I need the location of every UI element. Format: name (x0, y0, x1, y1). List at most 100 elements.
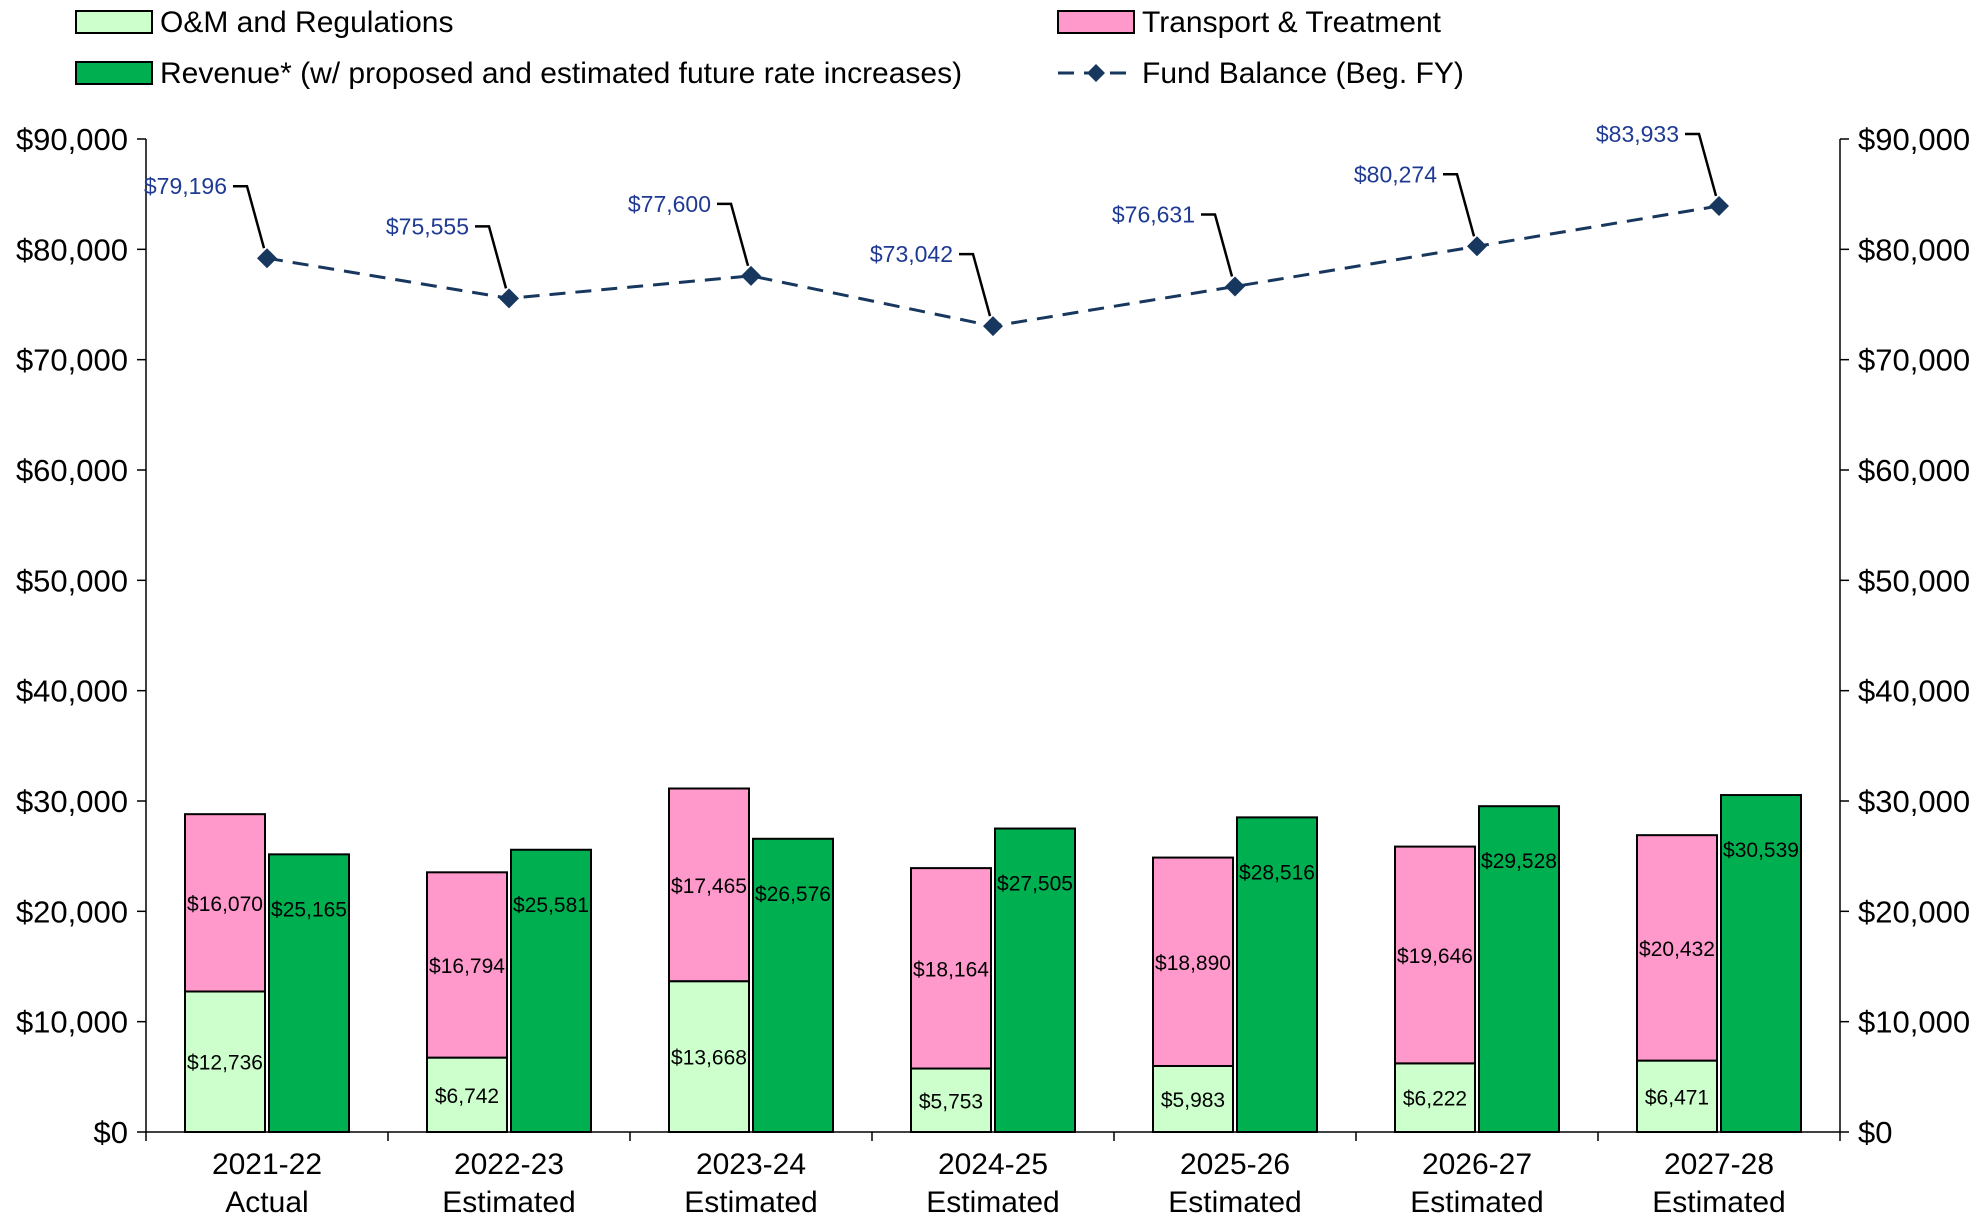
y-tick-label-left: $20,000 (16, 894, 128, 929)
transport-treatment-bar (668, 787, 750, 983)
fund-balance-leader-line (475, 225, 508, 289)
fund-balance-value-label: $83,933 (1596, 121, 1679, 147)
x-category-label: 2023-24 (696, 1148, 806, 1181)
legend-transport-treatment-swatch (1057, 10, 1135, 34)
transport-treatment-bar (1152, 856, 1234, 1067)
transport-treatment-value-label: $16,794 (429, 955, 505, 978)
legend-fund-balance-label: Fund Balance (Beg. FY) (1142, 57, 1464, 90)
fund-balance-leader-line (959, 252, 992, 317)
om-regulations-value-label: $6,222 (1403, 1088, 1467, 1111)
transport-treatment-value-label: $18,164 (913, 958, 989, 981)
om-regulations-bar (1152, 1064, 1234, 1133)
y-tick-label-right: $70,000 (1858, 343, 1970, 378)
legend-om-regulations-label: O&M and Regulations (160, 6, 454, 39)
x-category-label: 2021-22 (212, 1148, 322, 1181)
revenue-bar (510, 848, 592, 1133)
transport-treatment-bar (910, 867, 992, 1070)
x-category-label: Estimated (442, 1186, 575, 1217)
y-tick-label-right: $60,000 (1858, 453, 1970, 488)
y-tick-label-left: $40,000 (16, 674, 128, 709)
x-category-label: Estimated (1168, 1186, 1301, 1217)
x-category-label: Estimated (1410, 1186, 1543, 1217)
y-tick-label-left: $60,000 (16, 453, 128, 488)
fund-balance-marker (741, 265, 761, 286)
fund-balance-leader-line (233, 184, 266, 249)
om-regulations-value-label: $5,983 (1161, 1089, 1225, 1112)
x-category-label: Estimated (684, 1186, 817, 1217)
revenue-value-label: $29,528 (1481, 850, 1557, 873)
om-regulations-value-label: $13,668 (671, 1047, 747, 1070)
x-category-label: Estimated (926, 1186, 1059, 1217)
transport-treatment-value-label: $16,070 (187, 893, 263, 916)
x-category-label: 2027-28 (1664, 1148, 1774, 1181)
fund-balance-marker (1467, 236, 1487, 257)
legend-fund-balance-marker (1087, 64, 1105, 82)
x-category-label: 2022-23 (454, 1148, 564, 1181)
revenue-value-label: $30,539 (1723, 839, 1799, 862)
legend-transport-treatment-label: Transport & Treatment (1142, 6, 1442, 39)
x-category-label: Actual (225, 1186, 308, 1217)
y-tick-label-left: $50,000 (16, 563, 128, 598)
legend-om-regulations-swatch (75, 10, 153, 34)
fund-balance-line (266, 204, 1720, 328)
revenue-value-label: $27,505 (997, 873, 1073, 896)
y-tick-label-left: $70,000 (16, 343, 128, 378)
om-regulations-bar (910, 1067, 992, 1134)
fund-balance-marker (1709, 195, 1729, 216)
transport-treatment-value-label: $19,646 (1397, 945, 1473, 968)
legend-revenue-label: Revenue* (w/ proposed and estimated futu… (160, 57, 962, 90)
transport-treatment-bar (184, 813, 266, 993)
y-tick-label-left: $90,000 (16, 122, 128, 157)
fund-balance-value-label: $77,600 (628, 191, 711, 217)
revenue-bar (1720, 794, 1802, 1133)
fund-balance-marker (257, 248, 277, 269)
revenue-bar (268, 853, 350, 1134)
transport-treatment-bar (1394, 845, 1476, 1065)
revenue-bar (994, 827, 1076, 1133)
x-category-label: 2024-25 (938, 1148, 1048, 1181)
fund-balance-marker (499, 288, 519, 309)
revenue-value-label: $25,165 (271, 898, 347, 921)
transport-treatment-value-label: $18,890 (1155, 952, 1231, 975)
revenue-value-label: $25,581 (513, 894, 589, 917)
om-regulations-value-label: $6,471 (1645, 1086, 1709, 1109)
fund-balance-leader-line (1201, 213, 1234, 277)
fund-balance-leader-line (717, 202, 750, 267)
om-regulations-bar (1636, 1059, 1718, 1133)
revenue-bar (1236, 816, 1318, 1133)
fund-balance-value-label: $73,042 (870, 241, 953, 267)
revenue-bar (752, 837, 834, 1133)
y-tick-label-left: $0 (94, 1115, 128, 1150)
y-tick-label-right: $10,000 (1858, 1005, 1970, 1040)
x-category-label: 2025-26 (1180, 1148, 1290, 1181)
legend-revenue-swatch (75, 61, 153, 85)
fund-balance-marker (1225, 276, 1245, 297)
om-regulations-bar (1394, 1062, 1476, 1133)
x-category-label: Estimated (1652, 1186, 1785, 1217)
revenue-bar (1478, 805, 1560, 1134)
transport-treatment-value-label: $20,432 (1639, 938, 1715, 961)
fund-balance-leader-line (1685, 132, 1718, 197)
y-tick-label-left: $10,000 (16, 1005, 128, 1040)
om-regulations-bar (426, 1056, 508, 1134)
y-tick-label-right: $40,000 (1858, 674, 1970, 709)
y-tick-label-right: $30,000 (1858, 784, 1970, 819)
y-tick-label-right: $20,000 (1858, 894, 1970, 929)
transport-treatment-bar (1636, 834, 1718, 1062)
y-tick-label-left: $30,000 (16, 784, 128, 819)
om-regulations-value-label: $12,736 (187, 1052, 263, 1075)
y-tick-label-left: $80,000 (16, 232, 128, 267)
y-tick-label-right: $80,000 (1858, 232, 1970, 267)
fund-balance-marker (983, 316, 1003, 337)
transport-treatment-bar (426, 871, 508, 1059)
y-tick-label-right: $0 (1858, 1115, 1892, 1150)
fund-balance-value-label: $80,274 (1354, 161, 1437, 187)
om-regulations-value-label: $5,753 (919, 1090, 983, 1113)
revenue-value-label: $28,516 (1239, 861, 1315, 884)
x-category-label: 2026-27 (1422, 1148, 1532, 1181)
transport-treatment-value-label: $17,465 (671, 875, 747, 898)
fund-balance-value-label: $75,555 (386, 213, 469, 239)
y-tick-label-right: $50,000 (1858, 563, 1970, 598)
